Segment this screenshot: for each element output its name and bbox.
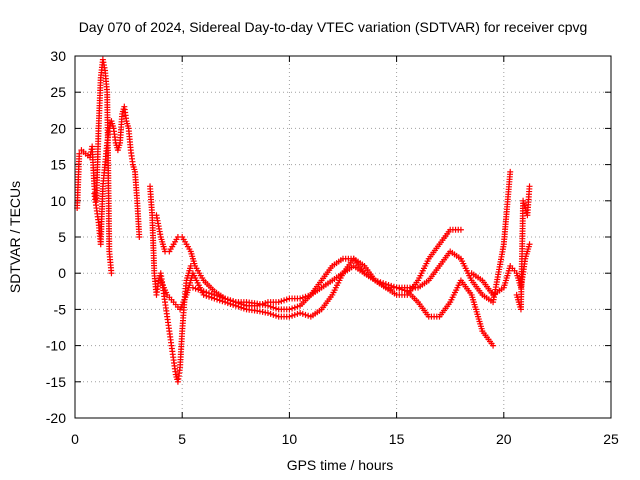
data-point [289, 305, 296, 312]
data-point [283, 296, 290, 303]
data-point [289, 312, 296, 319]
data-point [374, 278, 381, 285]
data-point [294, 303, 301, 310]
chart-title: Day 070 of 2024, Sidereal Day-to-day VTE… [79, 19, 588, 35]
y-tick-label: -20 [46, 410, 66, 426]
axis-ticks: 0 5 10 15 20 25 -20 -15 -10 -5 0 5 10 15 20 25 30 [46, 48, 619, 447]
data-point [281, 297, 288, 304]
data-point [267, 310, 274, 317]
data-point [372, 277, 379, 284]
x-tick-label: 25 [603, 431, 619, 447]
data-point [380, 280, 387, 287]
series-arc-f [189, 168, 514, 309]
y-tick-label: 25 [50, 84, 66, 100]
data-point [206, 290, 212, 297]
data-point [270, 311, 277, 318]
data-points [74, 56, 533, 385]
series-arc-a [74, 56, 115, 277]
x-tick-label: 5 [178, 431, 186, 447]
data-point [189, 284, 196, 291]
data-point [388, 282, 395, 289]
data-point [526, 183, 533, 190]
y-tick-label: 15 [50, 157, 66, 173]
data-point [526, 241, 533, 248]
data-point [385, 281, 392, 288]
data-point [214, 292, 221, 299]
data-point [291, 304, 298, 311]
data-point [203, 289, 210, 296]
data-point [216, 293, 223, 300]
data-point [297, 310, 304, 317]
y-tick-label: -15 [46, 374, 66, 390]
data-point [219, 294, 226, 301]
data-point [197, 287, 204, 294]
series-arc-e [157, 255, 497, 349]
series-arc-c [147, 183, 194, 385]
data-point [254, 302, 261, 309]
data-point [299, 310, 306, 317]
data-point [264, 310, 271, 317]
y-tick-label: 10 [50, 193, 66, 209]
data-point [302, 311, 309, 318]
data-point [195, 286, 202, 293]
x-tick-label: 15 [389, 431, 405, 447]
data-point [262, 300, 269, 307]
data-point [297, 295, 304, 302]
data-point [230, 298, 237, 305]
data-point [222, 295, 229, 302]
data-point [224, 296, 231, 303]
data-point [286, 313, 293, 320]
data-point [390, 283, 397, 290]
series-arc-b [91, 103, 143, 248]
y-tick-label: -10 [46, 338, 66, 354]
data-point [232, 299, 239, 306]
y-tick-label: 20 [50, 120, 66, 136]
y-tick-label: 5 [58, 229, 66, 245]
y-tick-label: -5 [54, 301, 67, 317]
data-point [259, 300, 266, 307]
data-point [136, 234, 143, 240]
data-point [211, 291, 218, 298]
y-tick-label: 0 [58, 265, 66, 281]
data-point [291, 311, 298, 318]
plot-frame [74, 55, 612, 419]
data-point [490, 342, 497, 349]
data-point [76, 150, 83, 157]
x-axis-label: GPS time / hours [287, 457, 394, 473]
data-point [238, 300, 245, 307]
data-point [256, 301, 263, 308]
data-point [278, 298, 285, 305]
data-point [273, 312, 279, 319]
grid [75, 56, 611, 418]
data-point [108, 270, 115, 277]
data-point [192, 285, 199, 292]
x-tick-label: 10 [282, 431, 298, 447]
data-point [302, 293, 309, 300]
data-point [457, 226, 464, 233]
data-point [275, 299, 282, 306]
data-point [208, 291, 215, 298]
data-point [305, 292, 312, 299]
series-arc-h [513, 183, 533, 313]
data-point [270, 304, 277, 311]
x-tick-label: 20 [496, 431, 512, 447]
data-point [240, 301, 247, 308]
data-point [273, 305, 279, 312]
data-point [299, 294, 306, 301]
data-point [235, 300, 242, 307]
data-point [377, 279, 384, 286]
y-tick-label: 30 [50, 48, 66, 64]
data-point [227, 297, 234, 304]
x-tick-label: 0 [71, 431, 79, 447]
data-point [382, 281, 389, 288]
data-point [507, 168, 514, 175]
data-point [286, 306, 293, 313]
data-point [200, 288, 207, 295]
data-point [294, 310, 301, 317]
y-axis-label: SDTVAR / TECUs [7, 181, 23, 293]
